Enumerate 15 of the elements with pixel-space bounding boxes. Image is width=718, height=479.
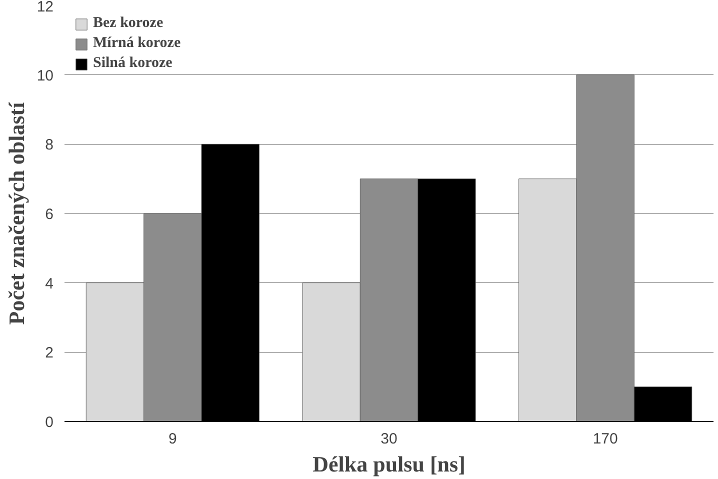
- x-tick-label: 170: [592, 430, 618, 448]
- y-tick-label: 10: [36, 67, 54, 84]
- x-tick-label: 9: [168, 430, 177, 448]
- y-tick-label: 4: [45, 275, 54, 292]
- x-axis-title: Délka pulsu [ns]: [312, 452, 466, 476]
- x-tick-label: 30: [380, 430, 398, 448]
- y-axis-title: Počet značených oblastí: [4, 101, 29, 325]
- legend-label: Silná koroze: [93, 55, 172, 72]
- legend-label: Mírná koroze: [93, 35, 181, 52]
- y-tick-label: 0: [45, 414, 54, 431]
- y-tick-label: 6: [45, 206, 54, 223]
- y-tick-label: 2: [45, 344, 54, 362]
- legend-label: Bez koroze: [93, 15, 164, 32]
- y-tick-label: 12: [36, 0, 54, 16]
- y-tick-label: 8: [45, 136, 54, 154]
